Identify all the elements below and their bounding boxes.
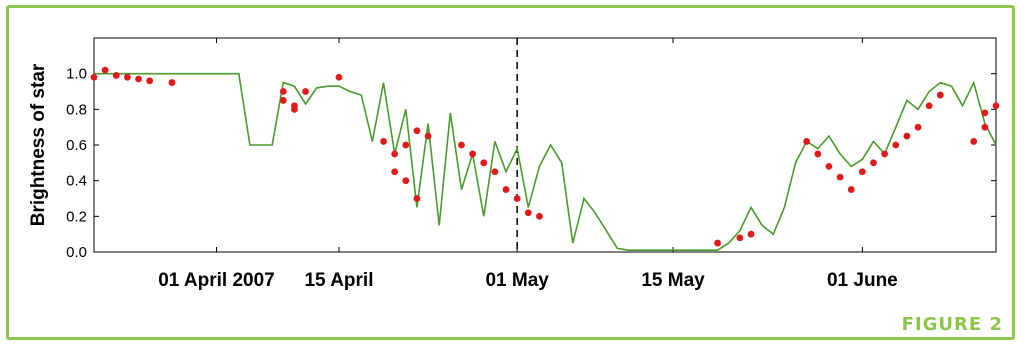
observation-point	[458, 141, 465, 149]
x-tick-label: 15 April	[304, 270, 373, 291]
observation-point	[480, 159, 488, 167]
observation-point	[524, 209, 532, 217]
observation-point	[502, 186, 510, 193]
observation-point	[146, 77, 154, 85]
observation-point	[168, 79, 176, 86]
observation-point	[335, 73, 343, 81]
y-axis-title: Brightness of star	[28, 63, 49, 226]
observation-point	[914, 123, 922, 131]
brightness-line	[94, 72, 997, 251]
y-tick-label: 0.4	[66, 173, 87, 190]
observation-point	[903, 132, 911, 140]
observation-point	[747, 230, 755, 238]
observation-point	[291, 102, 298, 110]
figure-label: FIGURE 2	[901, 314, 1003, 335]
observation-point	[135, 75, 142, 83]
observation-point	[90, 73, 98, 81]
observation-point	[870, 159, 877, 167]
observation-point	[970, 138, 978, 145]
axes-box	[93, 37, 997, 253]
observation-point	[402, 177, 410, 185]
observation-point	[981, 123, 989, 131]
observation-point	[402, 141, 410, 149]
observation-point	[413, 127, 421, 135]
observation-points	[90, 66, 1000, 247]
observation-point	[736, 234, 744, 242]
x-tick-label: 01 April 2007	[158, 270, 275, 291]
observation-point	[491, 168, 499, 176]
x-tick-label: 15 May	[641, 270, 705, 291]
observation-point	[825, 163, 833, 170]
observation-point	[391, 150, 399, 158]
y-tick-label: 0.0	[66, 244, 87, 261]
observation-point	[424, 132, 432, 140]
y-tick-label: 0.8	[66, 101, 87, 118]
observation-point	[279, 97, 287, 104]
observation-point	[101, 66, 109, 74]
observation-point	[513, 195, 521, 202]
observation-point	[279, 88, 287, 95]
observation-point	[714, 239, 722, 247]
observation-point	[302, 88, 309, 95]
observation-point	[814, 150, 822, 158]
y-tick-label: 0.6	[66, 137, 87, 154]
x-tick-label: 01 June	[827, 270, 898, 291]
observation-point	[413, 195, 421, 202]
observation-point	[936, 91, 944, 99]
y-tick-label: 0.2	[66, 208, 87, 225]
observation-point	[803, 138, 811, 145]
observation-point	[469, 150, 477, 158]
y-tick-label: 1.0	[66, 66, 87, 83]
observation-point	[391, 168, 399, 176]
observation-point	[881, 150, 889, 158]
x-tick-label: 01 May	[485, 270, 549, 291]
observation-point	[124, 73, 131, 81]
figure-frame	[6, 5, 1015, 340]
observation-point	[981, 109, 989, 117]
observation-point	[892, 141, 900, 149]
observation-point	[992, 102, 1000, 110]
observation-point	[847, 186, 855, 193]
observation-point	[858, 168, 866, 176]
observation-point	[836, 173, 844, 181]
x-axis-ticks: 01 April 2007 15 April 01 May 15 May 01 June	[158, 38, 898, 291]
observation-point	[925, 102, 933, 110]
observation-point	[112, 72, 120, 79]
observation-point	[380, 138, 387, 145]
plot-area: 0.0 0.2 0.4 0.6 0.8 1.0 01 April 2007 15 April…	[66, 37, 1000, 291]
observation-point	[536, 212, 543, 220]
